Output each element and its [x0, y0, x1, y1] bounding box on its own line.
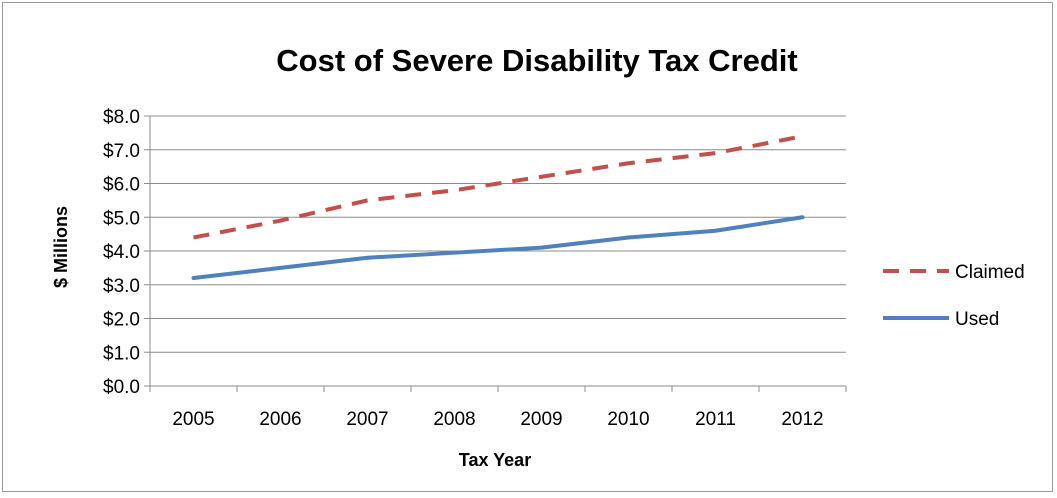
- y-tick-label: $0.0: [103, 377, 140, 398]
- x-tick-label: 2010: [607, 409, 649, 430]
- y-tick-label: $6.0: [103, 175, 140, 196]
- chart-title: Cost of Severe Disability Tax Credit: [276, 43, 797, 78]
- x-tick-label: 2011: [695, 409, 736, 430]
- y-tick-label: $8.0: [103, 107, 140, 128]
- legend-label-claimed: Claimed: [955, 262, 1025, 283]
- chart-frame: Cost of Severe Disability Tax Credit $0.…: [2, 2, 1053, 492]
- series-line-used: [191, 215, 805, 280]
- y-tick-label: $1.0: [103, 343, 140, 364]
- series-line-claimed: [193, 134, 803, 240]
- chart-svg: Cost of Severe Disability Tax Credit $0.…: [51, 43, 1025, 470]
- x-tick-label: 2005: [172, 409, 214, 430]
- y-axis-title: $ Millions: [51, 206, 71, 288]
- x-axis-title: Tax Year: [459, 450, 531, 470]
- axes: [144, 115, 847, 392]
- grid: [150, 115, 846, 353]
- y-tick-label: $4.0: [103, 242, 140, 263]
- x-tick-label: 2008: [433, 409, 475, 430]
- y-tick-label: $2.0: [103, 310, 140, 331]
- x-tick-label: 2009: [520, 409, 562, 430]
- legend: Claimed Used: [883, 262, 1025, 330]
- series-lines: [191, 134, 805, 280]
- legend-label-used: Used: [955, 309, 999, 330]
- x-tick-labels: 2005 2006 2007 2008 2009 2010 2011 2012: [172, 409, 823, 430]
- y-tick-label: $3.0: [103, 276, 140, 297]
- y-tick-labels: $0.0 $1.0 $2.0 $3.0 $4.0 $5.0 $6.0 $7.0 $8.0: [103, 107, 140, 398]
- y-tick-label: $7.0: [103, 141, 140, 162]
- x-tick-label: 2007: [346, 409, 388, 430]
- x-tick-label: 2012: [781, 409, 823, 430]
- y-tick-label: $5.0: [103, 208, 140, 229]
- x-tick-label: 2006: [259, 409, 301, 430]
